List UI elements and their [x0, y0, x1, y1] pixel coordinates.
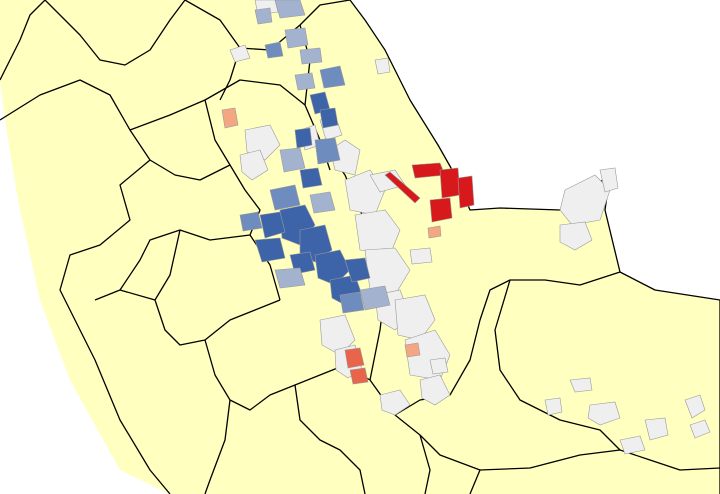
- land-parcel-light-blue[interactable]: [254, 7, 273, 25]
- land-parcel-dark-red[interactable]: [457, 175, 475, 209]
- land-parcel[interactable]: [619, 435, 646, 455]
- land-parcel-light-blue[interactable]: [284, 27, 309, 49]
- land-parcel-light-red[interactable]: [221, 107, 239, 129]
- land-parcel-dark-blue[interactable]: [259, 211, 286, 239]
- boundary-line: [349, 0, 720, 301]
- land-parcel-dark-red[interactable]: [429, 197, 453, 223]
- land-parcel-mid-red[interactable]: [344, 347, 365, 369]
- land-parcel[interactable]: [569, 377, 593, 393]
- land-parcel[interactable]: [587, 401, 621, 426]
- boundary-line: [0, 79, 171, 494]
- land-parcel[interactable]: [544, 397, 563, 416]
- land-parcel[interactable]: [429, 357, 449, 375]
- land-parcel[interactable]: [374, 57, 391, 75]
- boundary-line: [44, 0, 186, 66]
- boundary-line: [149, 159, 231, 181]
- land-parcel-light-red[interactable]: [427, 225, 442, 239]
- boundary-line: [494, 279, 621, 451]
- boundary-line: [419, 434, 431, 494]
- land-parcel[interactable]: [644, 417, 669, 441]
- land-parcel[interactable]: [419, 374, 451, 406]
- sea-area-west: [0, 0, 170, 494]
- land-parcel[interactable]: [379, 389, 411, 416]
- land-parcel-light-blue[interactable]: [309, 191, 336, 214]
- land-parcel[interactable]: [354, 209, 401, 256]
- land-parcel-mid-blue[interactable]: [319, 65, 346, 89]
- outside-area-northeast: [350, 0, 720, 300]
- land-parcel-mid-blue[interactable]: [264, 41, 284, 59]
- parcels-red: [221, 107, 475, 385]
- boundary-line: [94, 289, 156, 301]
- land-parcel-dark-blue[interactable]: [299, 167, 323, 189]
- land-parcel-mid-blue[interactable]: [339, 291, 365, 314]
- land-parcel-light-blue[interactable]: [299, 47, 323, 65]
- land-parcel-light-blue[interactable]: [294, 72, 316, 91]
- land-parcel-dark-blue[interactable]: [294, 127, 313, 149]
- land-parcel[interactable]: [244, 124, 281, 161]
- boundary-line: [154, 229, 281, 346]
- land-parcel-light-blue[interactable]: [359, 285, 391, 311]
- land-parcel[interactable]: [684, 394, 706, 419]
- land-parcel-dark-red[interactable]: [439, 167, 461, 199]
- land-parcel[interactable]: [559, 174, 611, 226]
- land-parcel-light-blue[interactable]: [274, 0, 306, 19]
- land-parcel[interactable]: [229, 44, 251, 63]
- land-parcel-light-blue[interactable]: [274, 267, 306, 289]
- boundary-line: [204, 399, 231, 494]
- land-parcel[interactable]: [559, 221, 593, 251]
- land-parcel-light-blue[interactable]: [279, 147, 306, 173]
- boundary-line: [0, 0, 46, 81]
- land-parcel-light-red[interactable]: [404, 342, 421, 358]
- land-parcel[interactable]: [689, 419, 711, 439]
- land-parcel[interactable]: [239, 149, 269, 181]
- parcels-blue: [239, 0, 391, 314]
- land-parcel-dark-red[interactable]: [384, 171, 421, 204]
- boundary-line: [294, 384, 366, 494]
- land-parcel[interactable]: [364, 247, 411, 296]
- land-parcel-mid-blue[interactable]: [269, 184, 301, 211]
- land-parcel[interactable]: [394, 294, 436, 341]
- land-parcel-dark-blue[interactable]: [319, 107, 339, 129]
- land-parcel-mid-red[interactable]: [349, 367, 369, 385]
- land-parcel-dark-blue[interactable]: [254, 237, 286, 263]
- land-parcel-mid-blue[interactable]: [239, 211, 263, 232]
- land-parcel[interactable]: [409, 247, 433, 265]
- land-parcel-mid-blue[interactable]: [314, 137, 341, 165]
- land-parcel[interactable]: [599, 167, 619, 193]
- boundary-line: [469, 469, 481, 494]
- land-parcel-dark-blue[interactable]: [344, 257, 371, 283]
